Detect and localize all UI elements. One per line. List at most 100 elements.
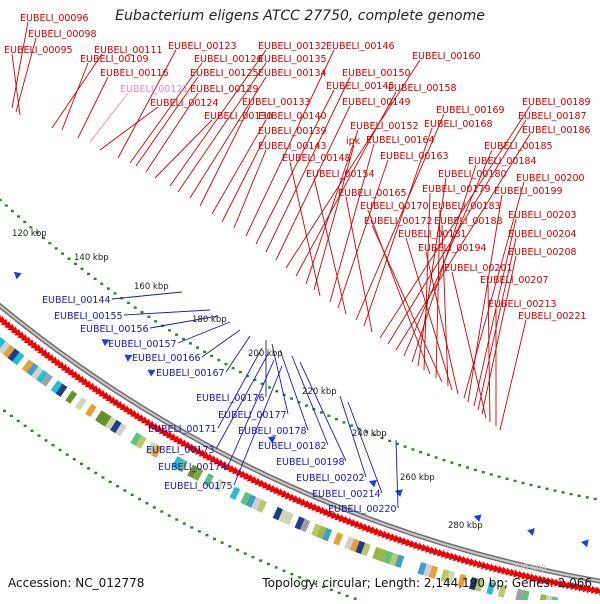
inner-tick-dot xyxy=(490,473,493,475)
forward-gene-label: EUBELI_00123 xyxy=(168,41,237,52)
inner-tick-dot xyxy=(320,411,323,413)
inner-tick-dot xyxy=(335,418,338,420)
reverse-gene-arrow xyxy=(394,487,403,497)
forward-label-connector xyxy=(12,22,28,108)
inner-tick-dot xyxy=(141,311,144,313)
inner-tick-dot xyxy=(350,424,353,426)
outer-tick-dot xyxy=(228,545,231,547)
inner-tick-dot xyxy=(48,242,51,244)
forward-gene-label: EUBELI_00172 xyxy=(364,216,433,227)
forward-gene-label: EUBELI_00201 xyxy=(444,263,513,274)
forward-gene-label: EUBELI_00189 xyxy=(522,97,591,108)
inner-tick-dot xyxy=(68,258,71,260)
accession-text: Accession: NC_012778 xyxy=(8,576,144,590)
reverse-gene-label: EUBELI_00171 xyxy=(148,424,217,435)
outer-tick-dot xyxy=(138,498,141,500)
forward-gene-label: EUBELI_00170 xyxy=(360,201,429,212)
forward-label-connector xyxy=(500,320,526,430)
inner-tick-dot xyxy=(435,456,438,458)
inner-tick-dot xyxy=(342,421,345,423)
reverse-label-connector xyxy=(396,440,398,508)
forward-gene-label: EUBELI_00143 xyxy=(258,141,327,152)
inner-tick-dot xyxy=(554,489,557,491)
reverse-gene-label: EUBELI_00176 xyxy=(196,393,265,404)
forward-label-connector xyxy=(100,107,158,150)
outer-tick-dot xyxy=(59,449,62,451)
forward-label-connector xyxy=(178,63,266,192)
outer-tick-dot xyxy=(244,552,247,554)
forward-gene-label: EUBELI_00208 xyxy=(508,247,577,258)
kbp-scale-label: 260 kbp xyxy=(400,473,435,483)
forward-gene-label: EUBELI_00145 xyxy=(326,81,395,92)
outer-tick-dot xyxy=(259,559,262,561)
outer-tick-dot xyxy=(153,506,156,508)
inner-tick-dot xyxy=(514,480,517,482)
forward-gene-label: EUBELI_00095 xyxy=(4,45,73,56)
feature-block xyxy=(333,532,343,545)
forward-gene-label: EUBELI_00187 xyxy=(518,111,587,122)
inner-tick-dot xyxy=(23,221,26,223)
outer-tick-dot xyxy=(87,467,90,469)
forward-gene-label: EUBELI_00186 xyxy=(522,125,591,136)
forward-label-connector xyxy=(290,162,320,296)
inner-tick-dot xyxy=(175,333,178,335)
inner-tick-dot xyxy=(570,493,573,495)
inner-tick-dot xyxy=(268,386,271,388)
inner-tick-dot xyxy=(203,351,206,353)
inner-tick-dot xyxy=(114,292,117,294)
inner-tick-dot xyxy=(275,390,278,392)
forward-gene-label: EUBELI_00158 xyxy=(388,83,457,94)
reverse-gene-arrow xyxy=(145,366,155,377)
forward-gene-label: EUBELI_00134 xyxy=(258,68,327,79)
forward-gene-label: EUBELI_00204 xyxy=(508,229,577,240)
outer-tick-dot xyxy=(116,485,119,487)
outer-tick-dot xyxy=(338,592,341,594)
forward-label-connector xyxy=(155,120,212,178)
reverse-gene-arrow xyxy=(526,526,535,535)
forward-gene-label: EUBELI_00148 xyxy=(282,153,351,164)
inner-tick-dot xyxy=(388,440,391,442)
outer-tick-dot xyxy=(10,415,13,417)
inner-tick-dot xyxy=(232,367,235,369)
forward-gene-label: EUBELI_00146 xyxy=(326,41,395,52)
inner-tick-dot xyxy=(224,363,227,365)
outer-tick-dot xyxy=(94,472,97,474)
kbp-scale-label: 160 kbp xyxy=(134,282,169,292)
inner-tick-dot xyxy=(11,210,14,212)
inner-tick-dot xyxy=(87,273,90,275)
outer-tick-dot xyxy=(131,494,134,496)
inner-tick-dot xyxy=(443,459,446,461)
inner-tick-dot xyxy=(0,199,2,201)
forward-gene-label: ipk xyxy=(346,136,361,147)
inner-tick-dot xyxy=(419,451,422,453)
inner-tick-dot xyxy=(94,278,97,280)
inner-tick-dot xyxy=(5,204,8,206)
inner-tick-dot xyxy=(427,454,430,456)
inner-tick-dot xyxy=(168,329,171,331)
inner-tick-dot xyxy=(61,252,64,254)
reverse-gene-arrow xyxy=(11,269,21,280)
reverse-gene-label: EUBELI_00173 xyxy=(146,445,215,456)
kbp-scale-label: 300 kbp xyxy=(512,563,547,573)
forward-gene-label: EUBELI_00133 xyxy=(242,97,311,108)
outer-tick-dot xyxy=(251,556,254,558)
forward-label-connector xyxy=(190,77,266,198)
inner-tick-dot xyxy=(404,445,407,447)
inner-tick-dot xyxy=(127,302,130,304)
forward-gene-label: EUBELI_00184 xyxy=(468,156,537,167)
forward-gene-label: EUBELI_00199 xyxy=(494,186,563,197)
reverse-gene-arrow xyxy=(368,477,377,487)
inner-tick-dot xyxy=(182,338,185,340)
feature-block xyxy=(75,397,87,410)
inner-tick-dot xyxy=(562,491,565,493)
outer-tick-dot xyxy=(346,595,349,597)
forward-label-connector xyxy=(62,63,88,130)
inner-tick-dot xyxy=(107,287,110,289)
forward-gene-label: EUBELI_00180 xyxy=(438,169,507,180)
forward-gene-label: EUBELI_00183 xyxy=(432,201,501,212)
inner-tick-dot xyxy=(210,355,213,357)
forward-gene-label: EUBELI_00188 xyxy=(434,216,503,227)
kbp-scale-label: 140 kbp xyxy=(74,253,109,263)
outer-tick-dot xyxy=(267,563,270,565)
forward-gene-label: EUBELI_00098 xyxy=(28,29,97,40)
